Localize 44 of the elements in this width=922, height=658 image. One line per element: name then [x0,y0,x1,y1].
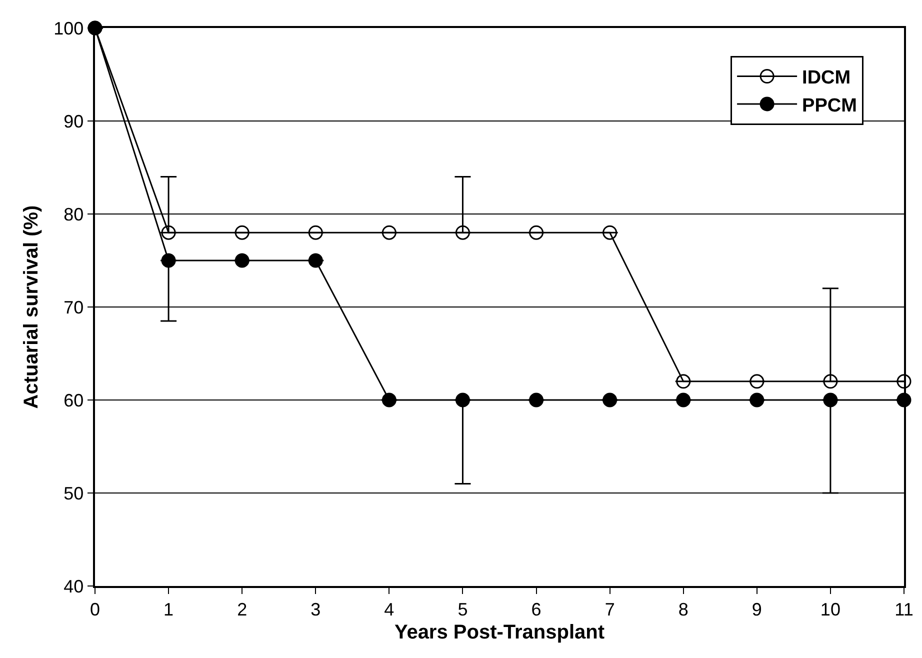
x-tick-label: 1 [164,599,174,620]
point [308,253,323,268]
y-tick-label: 80 [64,204,84,224]
x-tick-label: 9 [752,599,762,620]
point [676,374,691,389]
legend-label: IDCM [802,68,851,89]
y-axis-title: Actuarial survival (%) [20,205,43,409]
point [896,374,912,389]
point [161,253,176,268]
point [676,392,691,408]
x-tick-label: 6 [531,599,542,620]
point [382,225,396,240]
point [161,225,176,240]
point [455,225,470,240]
x-tick-label: 0 [90,599,100,620]
x-tick-label: 4 [384,599,394,620]
x-tick-label: 3 [310,599,321,620]
point [750,374,764,389]
point [529,392,544,408]
y-tick-label: 60 [64,390,84,410]
legend-label: PPCM [802,95,857,116]
x-axis-title: Years Post-Transplant [394,621,605,644]
point [382,392,396,408]
x-tick-label: 2 [237,599,248,620]
point [308,225,323,240]
point [602,225,618,240]
x-tick-label: 10 [820,599,840,620]
x-tick-label: 11 [894,599,914,620]
point [823,392,838,408]
point [234,225,250,240]
x-tick-label: 7 [604,599,615,620]
y-tick-label: 50 [64,483,84,504]
point [455,392,470,408]
point [234,253,250,268]
y-tick-label: 40 [64,576,84,596]
x-tick-label: 8 [678,599,688,620]
point [602,392,618,408]
point [529,225,544,240]
y-tick-label: 100 [54,18,84,38]
x-tick-label: 5 [458,599,468,620]
point [823,374,838,389]
y-tick-label: 90 [64,111,84,132]
point [750,392,764,408]
y-tick-label: 70 [64,297,84,318]
